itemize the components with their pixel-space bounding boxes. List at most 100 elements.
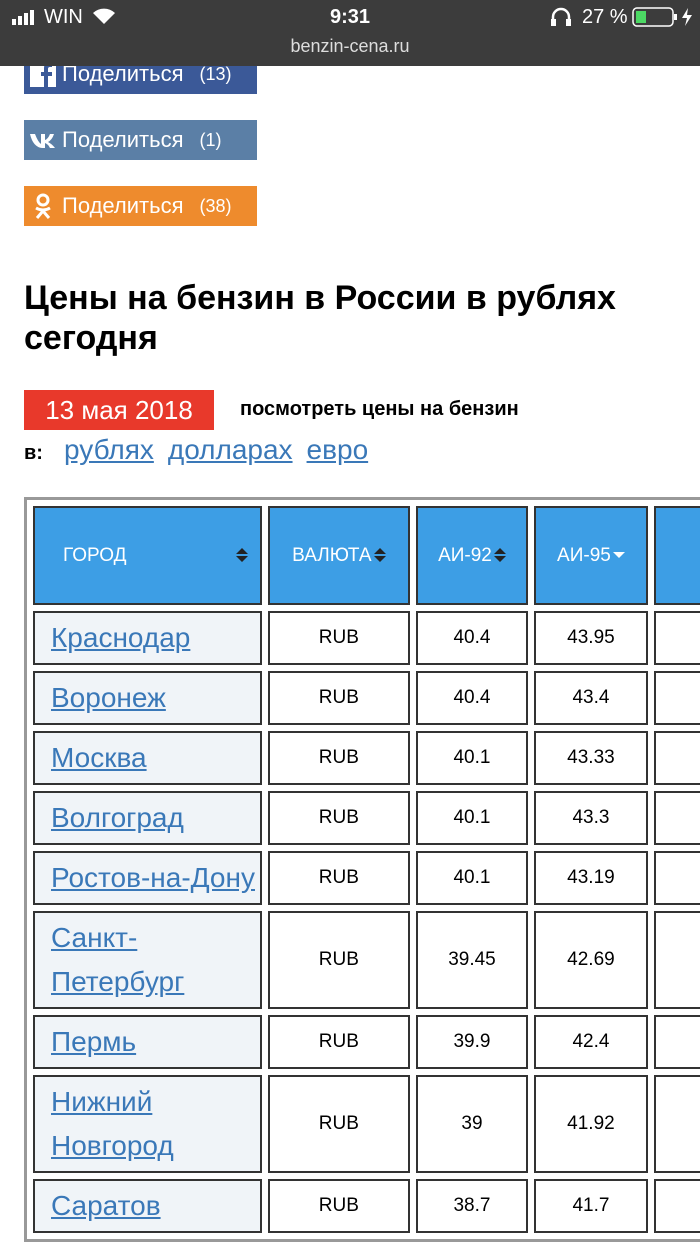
- city-cell: Волгоград: [33, 791, 262, 845]
- price-cell: 42.4: [534, 1015, 648, 1069]
- url: benzin-cena.ru: [290, 36, 410, 56]
- price-cell: 43.33: [534, 731, 648, 785]
- price-cell: [653, 791, 700, 845]
- currency-link[interactable]: евро: [306, 434, 369, 465]
- city-cell: Краснодар: [33, 611, 262, 665]
- vk-share[interactable]: Поделиться (1): [24, 120, 257, 160]
- city-cell: Санкт-Петербург: [33, 911, 262, 1009]
- page-heading: Цены на бензин в России в рублях сегодня: [24, 279, 616, 357]
- header-row: ГОРОД ВАЛЮТА АИ-92 АИ-95: [33, 506, 700, 605]
- price-cell: [653, 911, 700, 1009]
- price-cell: [653, 1075, 700, 1173]
- currency-link[interactable]: долларах: [167, 434, 293, 465]
- price-cell: RUB: [267, 611, 410, 665]
- price-cell: 40.4: [415, 671, 529, 725]
- date-badge: 13 мая 2018: [24, 390, 214, 430]
- header-label: ВАЛЮТА: [292, 544, 372, 566]
- price-cell: 41.7: [534, 1179, 648, 1233]
- clock: 9:31: [330, 6, 371, 28]
- price-cell: RUB: [267, 1179, 410, 1233]
- share-count: (1): [199, 129, 222, 150]
- column-header[interactable]: ВАЛЮТА: [267, 506, 410, 605]
- table-row: Санкт-Петербург RUB 39.45 42.69: [33, 911, 700, 1009]
- view-prices-text: посмотреть цены на бензин: [240, 398, 519, 420]
- price-cell: 40.1: [415, 851, 529, 905]
- signal-icon: [12, 10, 34, 25]
- city-link[interactable]: Санкт-Петербург: [51, 922, 185, 997]
- column-header[interactable]: АИ-92: [415, 506, 529, 605]
- share-label: Поделиться: [62, 193, 184, 218]
- table-row: Нижний Новгород RUB 39 41.92: [33, 1075, 700, 1173]
- battery-percent: 27 %: [582, 6, 628, 28]
- price-cell: 40.4: [415, 611, 529, 665]
- price-cell: [653, 731, 700, 785]
- column-header[interactable]: [653, 506, 700, 605]
- ok-share[interactable]: Поделиться (38): [24, 186, 257, 226]
- ok-icon: [35, 193, 51, 219]
- city-link[interactable]: Москва: [51, 742, 147, 773]
- city-cell: Воронеж: [33, 671, 262, 725]
- price-table: ГОРОД ВАЛЮТА АИ-92 АИ-95 Краснодар RUB 40.4 43…: [24, 497, 700, 1242]
- sort-icon: [612, 552, 625, 559]
- table-row: Пермь RUB 39.9 42.4: [33, 1015, 700, 1069]
- status-bar: WIN 9:31 27 % benzin-cena.ru: [0, 0, 700, 66]
- price-cell: 39.9: [415, 1015, 529, 1069]
- wifi-icon: [93, 8, 115, 24]
- currency-links: рублях долларах евро: [64, 434, 382, 466]
- header-label: АИ-95: [557, 544, 611, 566]
- price-cell: 43.19: [534, 851, 648, 905]
- price-cell: RUB: [267, 1075, 410, 1173]
- table-row: Краснодар RUB 40.4 43.95: [33, 611, 700, 665]
- table-row: Саратов RUB 38.7 41.7: [33, 1179, 700, 1233]
- price-cell: [653, 671, 700, 725]
- price-cell: RUB: [267, 851, 410, 905]
- header-label: ГОРОД: [63, 544, 127, 566]
- currency-link[interactable]: рублях: [64, 434, 154, 465]
- share-label: Поделиться: [62, 127, 184, 152]
- city-link[interactable]: Пермь: [51, 1026, 137, 1057]
- price-cell: RUB: [267, 911, 410, 1009]
- price-cell: 41.92: [534, 1075, 648, 1173]
- column-header[interactable]: ГОРОД: [33, 506, 262, 605]
- city-link[interactable]: Краснодар: [51, 622, 191, 653]
- price-cell: 40.1: [415, 731, 529, 785]
- price-cell: [653, 611, 700, 665]
- in-label: в:: [24, 442, 43, 464]
- price-cell: 39.45: [415, 911, 529, 1009]
- battery-icon: [632, 7, 692, 27]
- price-cell: 43.4: [534, 671, 648, 725]
- city-link[interactable]: Нижний Новгород: [51, 1086, 174, 1161]
- price-cell: 43.95: [534, 611, 648, 665]
- price-cell: 39: [415, 1075, 529, 1173]
- price-cell: [653, 851, 700, 905]
- table-row: Ростов-на-Дону RUB 40.1 43.19: [33, 851, 700, 905]
- table-row: Волгоград RUB 40.1 43.3: [33, 791, 700, 845]
- price-cell: RUB: [267, 791, 410, 845]
- city-cell: Нижний Новгород: [33, 1075, 262, 1173]
- vk-icon: [30, 134, 55, 148]
- price-cell: RUB: [267, 1015, 410, 1069]
- header-label: АИ-92: [438, 544, 492, 566]
- price-cell: [653, 1179, 700, 1233]
- share-count: (38): [199, 195, 232, 216]
- city-link[interactable]: Саратов: [51, 1190, 161, 1221]
- price-cell: 42.69: [534, 911, 648, 1009]
- carrier: WIN: [44, 6, 83, 28]
- price-cell: RUB: [267, 671, 410, 725]
- city-link[interactable]: Волгоград: [51, 802, 184, 833]
- table-container: ГОРОД ВАЛЮТА АИ-92 АИ-95 Краснодар RUB 40.4 43…: [24, 497, 700, 1244]
- city-cell: Пермь: [33, 1015, 262, 1069]
- table-row: Воронеж RUB 40.4 43.4: [33, 671, 700, 725]
- city-cell: Ростов-на-Дону: [33, 851, 262, 905]
- city-link[interactable]: Ростов-на-Дону: [51, 862, 255, 893]
- price-cell: 40.1: [415, 791, 529, 845]
- price-cell: [653, 1015, 700, 1069]
- sort-icon: [235, 548, 248, 562]
- price-cell: RUB: [267, 731, 410, 785]
- column-header[interactable]: АИ-95: [534, 506, 648, 605]
- share-count: (13): [199, 63, 232, 84]
- price-cell: 43.3: [534, 791, 648, 845]
- city-link[interactable]: Воронеж: [51, 682, 166, 713]
